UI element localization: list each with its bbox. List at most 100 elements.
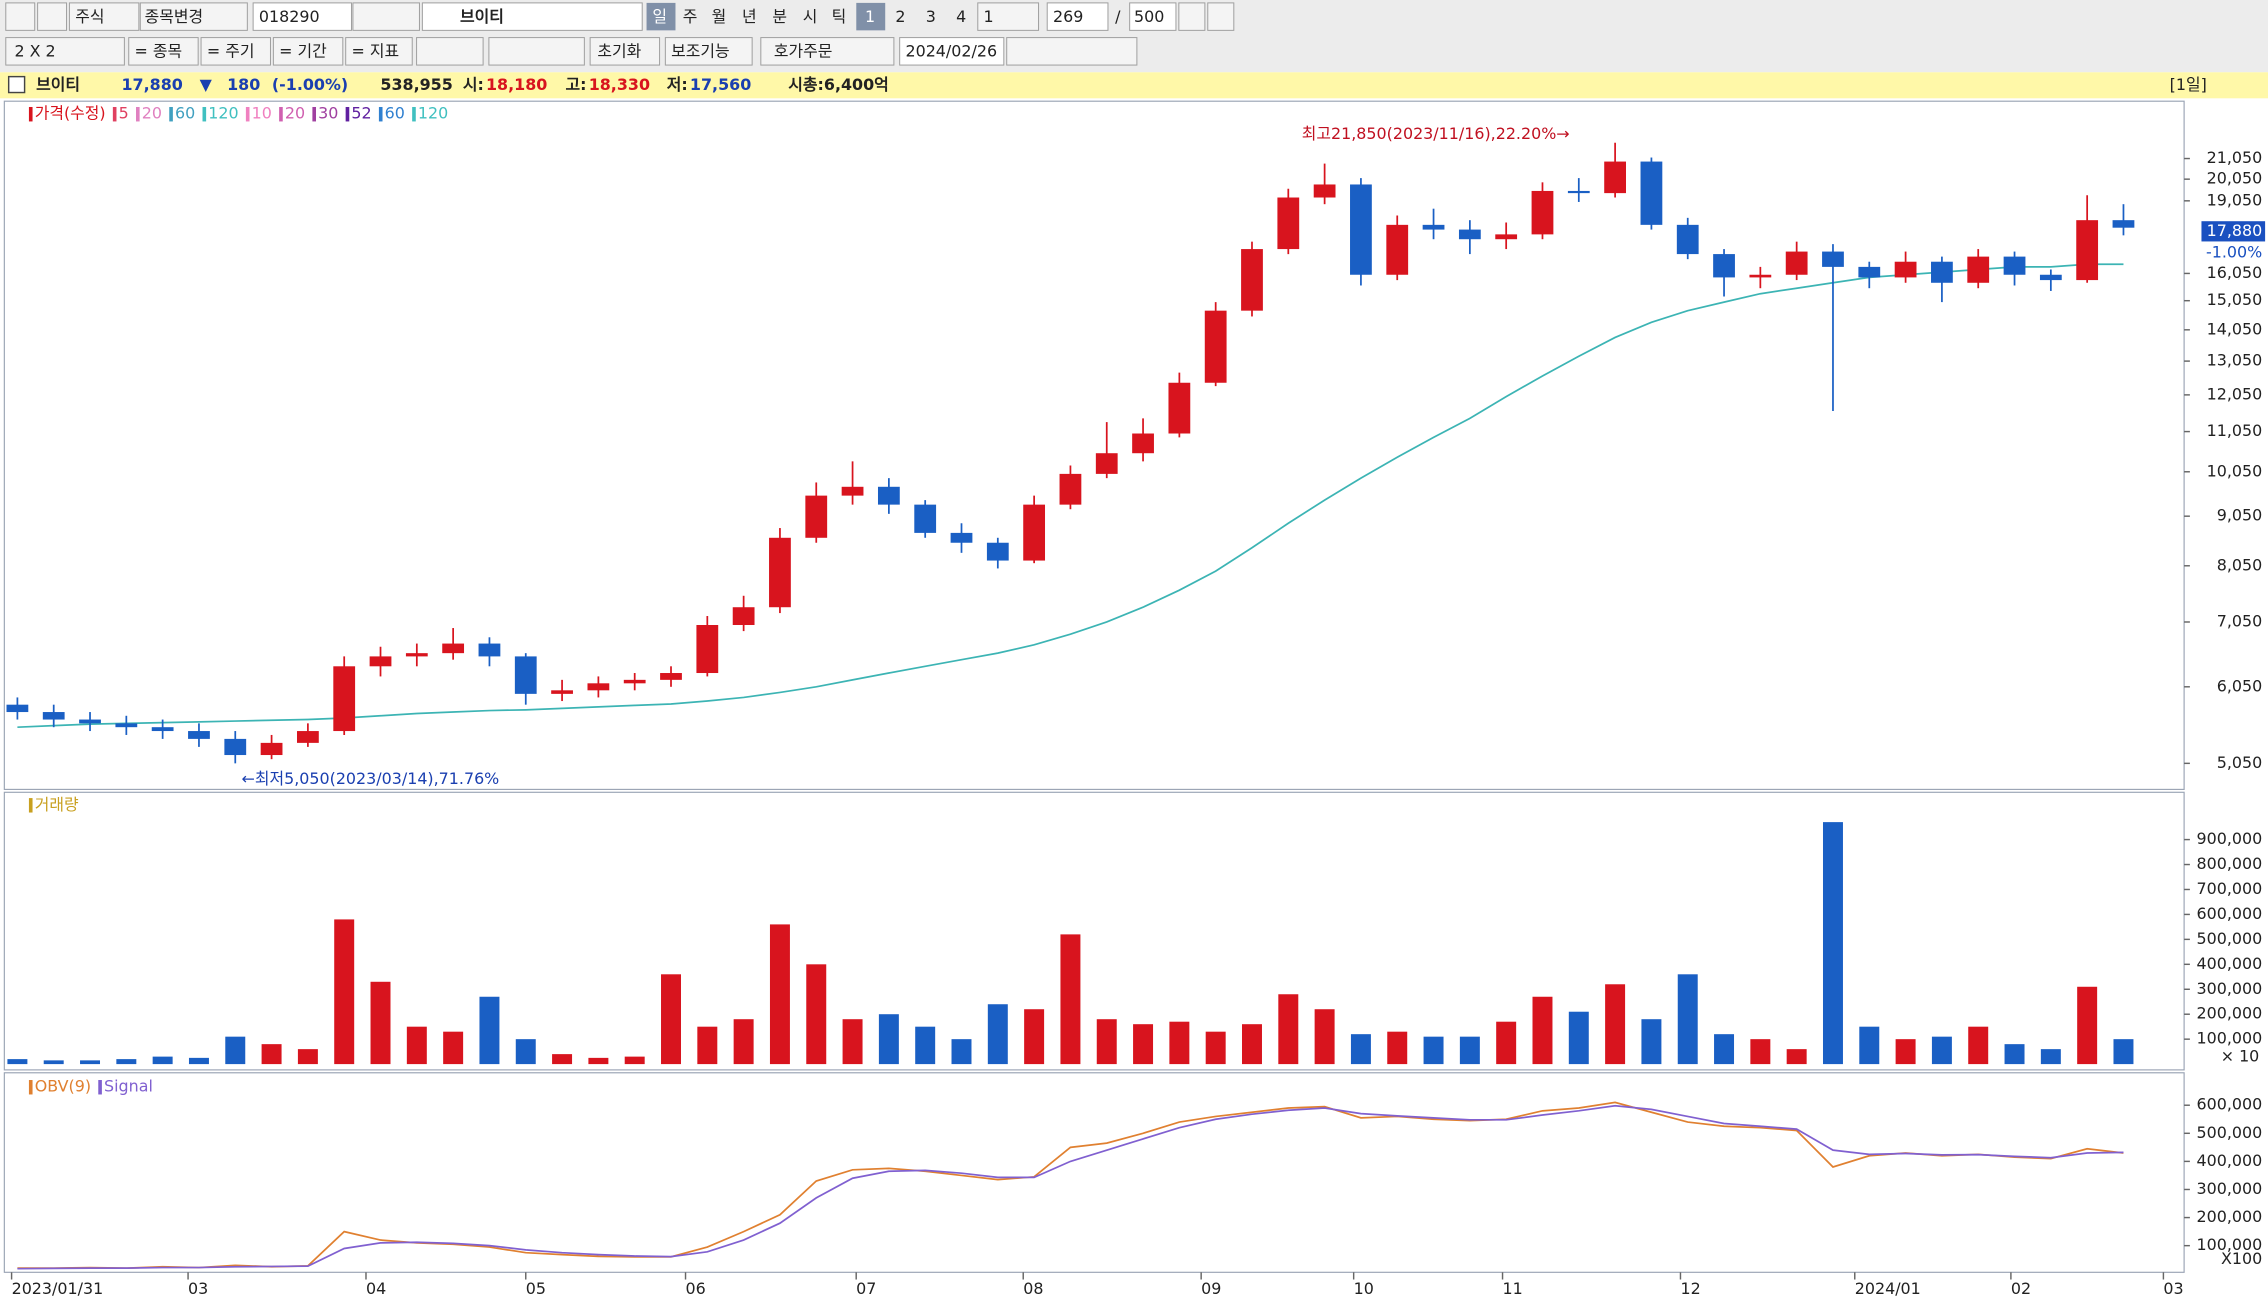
info-volume: 538,955 xyxy=(380,75,452,94)
menu-button[interactable]: = 종목 xyxy=(135,42,183,61)
candle-body xyxy=(986,542,1009,561)
period-tab[interactable]: 시 xyxy=(803,7,818,26)
legend-swatch xyxy=(378,106,383,122)
checkbox[interactable] xyxy=(7,75,26,94)
button[interactable] xyxy=(37,2,68,31)
volume-bar xyxy=(261,1044,282,1065)
button[interactable] xyxy=(272,37,344,66)
button[interactable] xyxy=(664,37,753,66)
candle-body xyxy=(1822,251,1844,267)
info-label: 고: xyxy=(566,75,587,94)
period-tab[interactable]: 틱 xyxy=(832,7,847,26)
period-tab[interactable]: 월 xyxy=(712,7,727,26)
legend-swatch xyxy=(135,106,140,122)
button[interactable] xyxy=(416,37,484,66)
volume-bar xyxy=(1060,934,1081,1065)
volume-panel xyxy=(3,791,2185,1071)
count[interactable]: 269 xyxy=(1053,7,1083,26)
count-input[interactable] xyxy=(1046,2,1109,31)
dropdown[interactable] xyxy=(139,2,248,31)
num-select[interactable]: 1 xyxy=(984,7,994,26)
period-tab[interactable]: 분 xyxy=(772,7,787,26)
button[interactable] xyxy=(5,37,125,66)
stock-change[interactable]: 종목변경 xyxy=(145,7,203,26)
layout-button[interactable]: 2 X 2 xyxy=(14,42,55,61)
button[interactable] xyxy=(128,37,199,66)
candle-body xyxy=(732,607,755,626)
candle-body xyxy=(1313,184,1336,198)
volume-bar xyxy=(515,1039,536,1065)
num-tab[interactable]: 4 xyxy=(956,7,966,26)
date-input[interactable] xyxy=(899,37,1005,66)
info-label: 시: xyxy=(463,75,484,94)
legend-swatch xyxy=(98,1080,102,1095)
legend-label: 60 xyxy=(385,104,405,123)
volume-bar xyxy=(842,1019,863,1065)
market-select[interactable]: 주식 xyxy=(75,7,104,26)
num-tab[interactable]: 3 xyxy=(926,7,936,26)
volume-bar xyxy=(1822,822,1843,1065)
candle-body xyxy=(405,653,428,657)
button[interactable] xyxy=(200,37,271,66)
num-tab[interactable]: 2 xyxy=(895,7,905,26)
y-tick-label: 9,050 xyxy=(2217,506,2263,525)
stock-code[interactable]: 018290 xyxy=(259,7,320,26)
button[interactable] xyxy=(589,37,661,66)
candle-body xyxy=(1458,229,1481,240)
legend-swatch xyxy=(245,106,250,122)
code-input[interactable] xyxy=(252,2,352,31)
period-tab[interactable]: 년 xyxy=(742,7,757,26)
candle-body xyxy=(551,690,573,694)
price-panel xyxy=(3,100,2185,790)
candle-body xyxy=(1241,249,1263,311)
info-arrow: ▼ xyxy=(200,75,213,94)
candle-body xyxy=(696,625,719,674)
button[interactable] xyxy=(352,2,420,31)
tab-active[interactable] xyxy=(646,2,676,31)
button[interactable] xyxy=(1006,37,1138,66)
period-tab[interactable]: 주 xyxy=(683,7,698,26)
y-tick-label: 20,050 xyxy=(2207,169,2263,188)
x-tick-label: 03 xyxy=(2163,1279,2183,1298)
volume-bar xyxy=(1314,1009,1335,1065)
volume-bar xyxy=(370,981,391,1065)
menu-button[interactable]: = 기간 xyxy=(279,42,327,61)
volume-bar xyxy=(297,1049,318,1065)
dropdown[interactable] xyxy=(68,2,140,31)
candle-body xyxy=(1567,190,1590,194)
name-box[interactable] xyxy=(421,2,643,31)
y-tick-label: 8,050 xyxy=(2217,555,2263,574)
order-button[interactable]: 호가주문 xyxy=(774,42,832,61)
dropdown[interactable] xyxy=(760,37,895,66)
max-input[interactable] xyxy=(1129,2,1177,31)
menu-button[interactable]: = 지표 xyxy=(351,42,399,61)
y-tick-label: 14,050 xyxy=(2207,319,2263,338)
num-tab[interactable]: 1 xyxy=(865,7,875,26)
menu-button[interactable]: = 주기 xyxy=(207,42,255,61)
volume-bar xyxy=(1350,1034,1371,1065)
candle-body xyxy=(2003,256,2026,275)
legend-swatch xyxy=(28,1080,33,1095)
info-cap: 시총:6,400억 xyxy=(788,75,889,94)
reset-button[interactable]: 초기화 xyxy=(597,42,641,61)
volume-bar xyxy=(1605,984,1626,1065)
tab-active[interactable] xyxy=(856,2,886,31)
max-count[interactable]: 500 xyxy=(1134,7,1164,26)
button[interactable] xyxy=(488,37,585,66)
dropdown[interactable] xyxy=(977,2,1040,31)
button[interactable] xyxy=(1178,2,1206,31)
legend-swatch xyxy=(279,106,283,122)
candle-body xyxy=(2076,220,2099,281)
button[interactable] xyxy=(1207,2,1235,31)
aux-button[interactable]: 보조기능 xyxy=(671,42,729,61)
volume-bar xyxy=(1096,1019,1117,1065)
volume-bar xyxy=(733,1019,754,1065)
button[interactable] xyxy=(5,2,36,31)
button[interactable] xyxy=(345,37,413,66)
legend-swatch xyxy=(28,106,33,122)
high-annotation: 최고21,850(2023/11/16),22.20%→ xyxy=(1302,124,1570,143)
date[interactable]: 2024/02/26 xyxy=(905,42,997,61)
period-tab[interactable]: 일 xyxy=(652,7,667,26)
candle-body xyxy=(1749,274,1772,278)
